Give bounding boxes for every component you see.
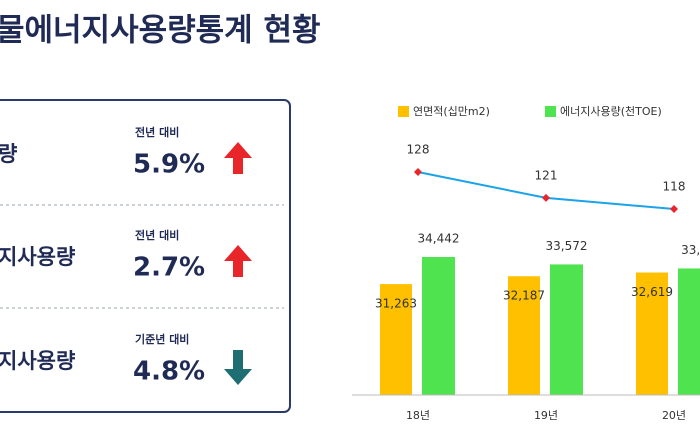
change-value: 2.7% [133, 253, 205, 283]
row-label: 지사용량 [0, 245, 75, 269]
up-arrow [224, 245, 252, 277]
value-label: 34,442 [418, 232, 460, 246]
up-arrow [224, 142, 252, 174]
value-label: 32,619 [631, 285, 673, 299]
x-tick-label: 19년 [534, 409, 558, 422]
bar [678, 268, 700, 395]
legend-label: 에너지사용량(천TOE) [560, 104, 662, 118]
line-label: 121 [535, 168, 558, 182]
compare-label: 전년 대비 [135, 125, 179, 139]
value-label: 31,263 [375, 297, 417, 311]
bar [636, 272, 668, 395]
line-label: 118 [663, 180, 686, 194]
bar [422, 257, 455, 395]
x-tick-label: 20년 [662, 409, 686, 422]
line-marker [542, 193, 550, 202]
bar [380, 284, 412, 395]
legend-swatch [398, 106, 409, 117]
row-label: 지사용량 [0, 349, 75, 373]
row-label: 량 [0, 142, 17, 166]
change-value: 5.9% [133, 150, 205, 180]
summary-panel [0, 99, 291, 413]
line-marker [670, 205, 678, 213]
legend-swatch [545, 106, 556, 117]
x-tick-label: 18년 [406, 409, 430, 422]
change-value: 4.8% [133, 357, 205, 387]
title: 물에너지사용량통계 현황 [0, 13, 321, 49]
bar [550, 264, 583, 395]
line-marker [414, 168, 422, 176]
compare-label: 기준년 대비 [135, 332, 189, 346]
legend-label: 연면적(십만m2) [413, 105, 490, 118]
value-label: 32,187 [503, 289, 545, 303]
line-label: 128 [407, 143, 430, 157]
down-arrow [224, 350, 252, 385]
bar [508, 276, 540, 395]
compare-label: 전년 대비 [135, 228, 179, 242]
value-label: 33,572 [546, 239, 588, 253]
value-label: 33,1 [681, 243, 700, 257]
